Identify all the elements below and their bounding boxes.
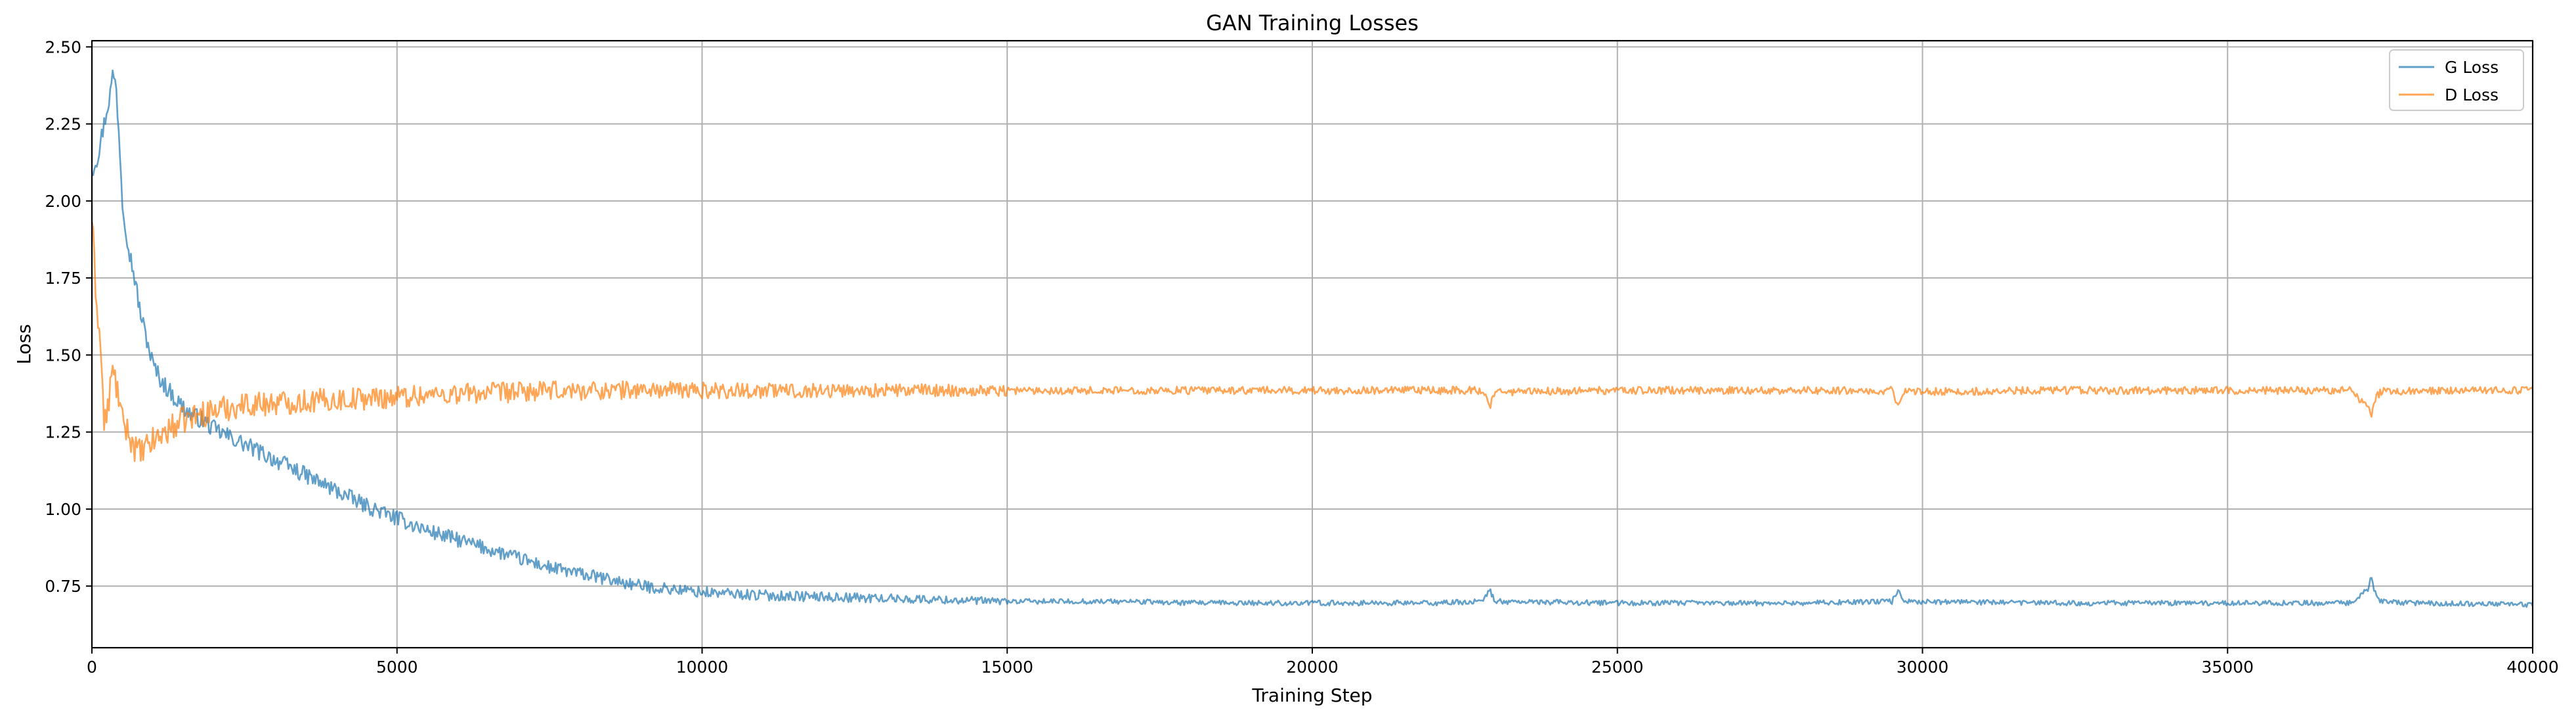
legend: G Loss D Loss [2389,49,2524,111]
x-tick-label: 0 [87,658,97,677]
x-axis-label: Training Step [1251,684,1372,706]
legend-label: G Loss [2445,58,2499,77]
y-axis-label: Loss [13,324,35,364]
x-tick-label: 15000 [981,658,1033,677]
x-tick-label: 10000 [676,658,729,677]
axis-ticks: 0 5000 10000 15000 20000 25000 30000 35000 40000… [45,37,2558,677]
legend-label: D Loss [2445,85,2499,104]
grid-lines [91,41,2533,648]
y-tick-label: 1.25 [45,423,81,442]
y-tick-label: 1.00 [45,500,81,519]
x-tick-label: 5000 [376,658,418,677]
y-tick-label: 2.50 [45,37,81,56]
y-tick-label: 1.75 [45,269,81,288]
x-tick-label: 25000 [1591,658,1644,677]
x-tick-label: 40000 [2506,658,2559,677]
y-tick-label: 2.00 [45,192,81,211]
x-tick-label: 20000 [1286,658,1339,677]
y-tick-label: 0.75 [45,577,81,596]
plot-series [91,69,2534,608]
x-tick-label: 35000 [2201,658,2254,677]
y-tick-label: 1.50 [45,346,81,365]
chart-title: GAN Training Losses [1206,11,1419,35]
y-tick-label: 2.25 [45,115,81,134]
x-tick-label: 30000 [1897,658,1949,677]
series-line-1 [91,221,2534,462]
series-line-0 [91,69,2534,608]
